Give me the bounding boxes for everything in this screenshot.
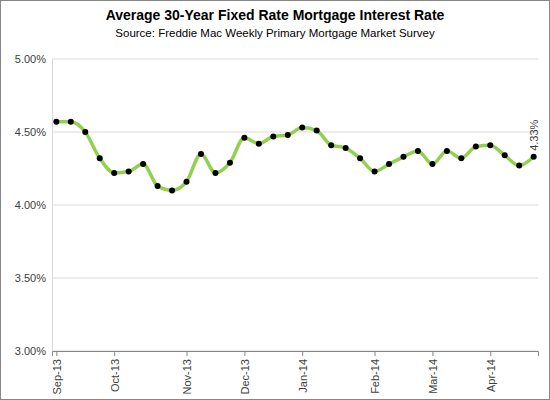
x-tick-mark [187,351,188,356]
x-tick-mark [490,351,491,356]
marker [429,161,435,167]
marker [372,168,378,174]
marker [328,142,334,148]
x-tick-mark [432,351,433,356]
grid-line [52,205,538,206]
title: Average 30-Year Fixed Rate Mortgage Inte… [106,7,445,23]
x-tick-mark [302,351,303,356]
x-tick: Dec-13 [239,351,251,394]
marker [184,179,190,185]
marker [111,170,117,176]
marker [68,119,74,125]
chart-container: Average 30-Year Fixed Rate Mortgage Inte… [0,0,550,400]
x-tick: Sep-13 [51,351,63,394]
y-tick: 4.00% [15,199,52,211]
y-axis: 3.00% 3.50% 4.00% 4.50% 5.00% [15,53,53,357]
marker [285,132,291,138]
marker [241,135,247,141]
grid-line [52,59,538,60]
marker [473,144,479,150]
marker [155,183,161,189]
marker [400,154,406,160]
marker [53,119,59,125]
marker [502,152,508,158]
x-tick-label: Oct-13 [109,359,121,392]
y-tick: 4.50% [15,126,52,138]
x-tick: Mar-14 [427,351,439,394]
marker [487,142,493,148]
y-tick-label: 4.50% [15,126,46,138]
plot-area: 3.00% 3.50% 4.00% 4.50% 5.00% Sep-13 Oct-13 Nov… [15,53,540,394]
x-tick-label: Sep-13 [51,359,63,394]
x-tick: Nov-13 [181,351,193,394]
x-tick-label: Nov-13 [181,359,193,394]
y-tick: 3.50% [15,272,52,284]
y-axis-line [52,60,53,352]
marker [516,163,522,169]
subtitle: Source: Freddie Mac Weekly Primary Mortg… [115,27,435,39]
x-tick: Oct-13 [109,351,121,392]
x-axis: Sep-13 Oct-13 Nov-13 Dec-13 Jan-14 Feb-14 Mar-… [51,351,539,394]
y-tick: 5.00% [15,53,52,65]
y-tick-label: 5.00% [15,53,46,65]
x-tick-label: Apr-14 [485,359,497,392]
marker [82,129,88,135]
marker [97,155,103,161]
marker [458,155,464,161]
y-tick-label: 3.00% [15,345,46,357]
marker [126,168,132,174]
x-tick-label: Mar-14 [427,359,439,394]
marker [531,154,537,160]
y-tick-label: 3.50% [15,272,46,284]
x-tick-mark [56,351,57,356]
chart-svg: Average 30-Year Fixed Rate Mortgage Inte… [0,0,550,400]
x-tick: Apr-14 [485,351,497,392]
marker [140,161,146,167]
series-line [56,122,533,191]
chart-frame [1,1,550,400]
marker [357,155,363,161]
marker [169,187,175,193]
grid-line [52,278,538,279]
x-tick-label: Dec-13 [239,359,251,394]
marker [444,148,450,154]
marker [198,151,204,157]
x-axis-line [53,352,539,357]
y-tick-label: 4.00% [15,199,46,211]
marker [299,125,305,131]
x-tick-mark [375,351,376,356]
x-tick-mark [244,351,245,356]
marker [343,145,349,151]
marker [386,161,392,167]
x-tick: Jan-14 [297,351,309,393]
marker [314,128,320,134]
x-tick-mark [114,351,115,356]
x-tick-label: Jan-14 [297,359,309,393]
x-tick-label: Feb-14 [369,359,381,394]
x-tick: Feb-14 [369,351,381,394]
series-group [53,119,536,194]
marker [415,148,421,154]
marker [270,133,276,139]
marker [256,141,262,147]
marker [227,160,233,166]
data-label: 4.33% [528,119,540,150]
marker [212,170,218,176]
y-tick: 3.00% [15,345,52,357]
